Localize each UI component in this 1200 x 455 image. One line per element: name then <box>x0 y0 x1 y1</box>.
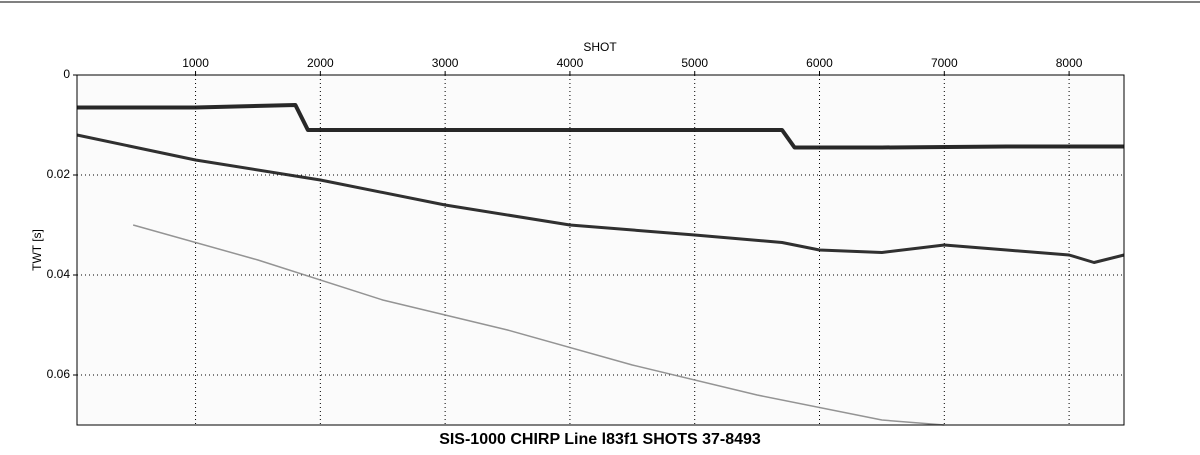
x-tick-label: 2000 <box>307 56 334 70</box>
reflector <box>76 133 1125 264</box>
chart-title: SIS-1000 CHIRP Line l83f1 SHOTS 37-8493 <box>439 431 761 448</box>
reflector <box>77 103 1124 150</box>
plot-frame <box>76 74 1125 426</box>
y-axis-label: TWT [s] <box>30 229 44 271</box>
plot-area <box>77 75 1124 425</box>
reflector <box>132 224 945 426</box>
x-tick-label: 5000 <box>681 56 708 70</box>
x-tick-label: 1000 <box>182 56 209 70</box>
y-tick-label: 0.06 <box>47 367 71 381</box>
x-tick-label: 8000 <box>1056 56 1083 70</box>
x-tick-label: 4000 <box>557 56 584 70</box>
x-tick-label: 7000 <box>931 56 958 70</box>
x-tick-label: 6000 <box>806 56 833 70</box>
x-axis-label: SHOT <box>583 40 617 54</box>
y-tick-label: 0.02 <box>47 167 71 181</box>
x-tick-label: 3000 <box>432 56 459 70</box>
y-tick-label: 0.04 <box>47 267 71 281</box>
y-tick-label: 0 <box>63 67 70 81</box>
